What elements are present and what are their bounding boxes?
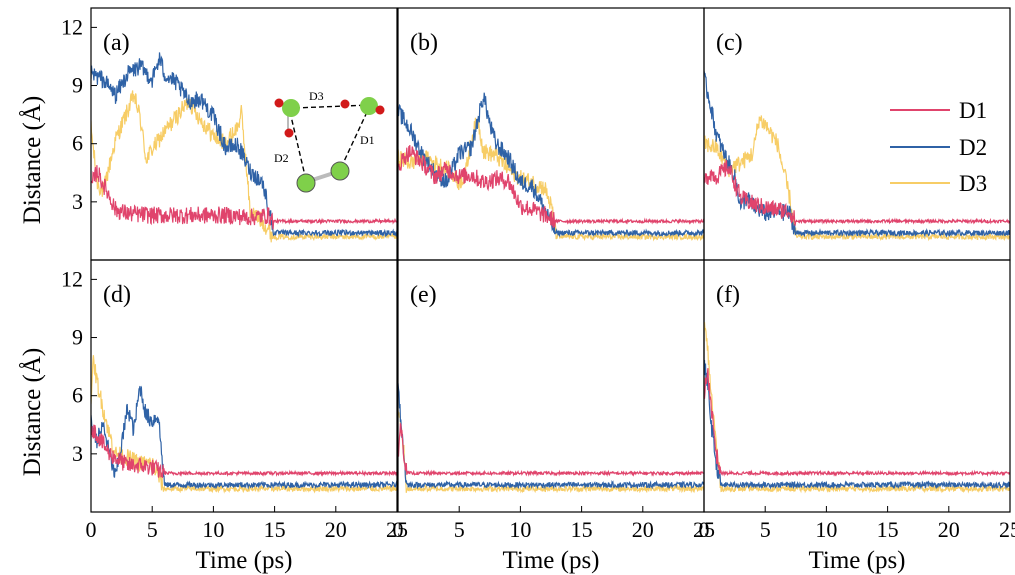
panel-label: (d) [103, 282, 131, 308]
inset-atom-red-1 [274, 98, 284, 108]
x-axis-title: Time (ps) [808, 547, 905, 574]
panel-frame [703, 7, 1011, 261]
series-d3-line [704, 322, 1010, 494]
panel-b: (b) [397, 7, 705, 261]
panel-a: (a) 3 6 9 12 [61, 7, 398, 261]
y-tick-label: 3 [72, 441, 83, 466]
panel-frame [703, 259, 1011, 513]
series-d3-line [398, 117, 704, 242]
x-tick-label: 15 [571, 517, 593, 542]
series-d2-line [91, 385, 397, 490]
panel-label: (a) [103, 30, 130, 56]
x-tick-label: 5 [454, 517, 465, 542]
x-tick-label: 0 [393, 517, 404, 542]
panel-label: (b) [410, 30, 438, 56]
x-tick-label: 5 [760, 517, 771, 542]
series-d1-line [704, 160, 1010, 226]
x-tick-label: 15 [877, 517, 899, 542]
inset-bond-d3 [294, 104, 371, 109]
x-tick-label: 10 [509, 517, 531, 542]
series-d1-line [704, 368, 1010, 477]
x-tick-label: 25 [999, 517, 1015, 542]
y-tick-label: 3 [72, 189, 83, 214]
y-tick-label: 6 [72, 383, 83, 408]
inset-bond-d2 [289, 111, 307, 181]
inset-atom-red-2 [284, 128, 294, 138]
y-tick-label: 9 [72, 325, 83, 350]
x-tick-label: 5 [147, 517, 158, 542]
panel-label: (f) [716, 282, 740, 308]
panel-frame [90, 259, 398, 513]
panels-group: (a) 3 6 9 12 (b) (c) (d) 3 6 9 12 0 5 10 15 20 25 Time (ps… [61, 7, 1015, 574]
legend-label-d2: D2 [959, 135, 987, 160]
inset-bond-d1 [339, 111, 368, 171]
x-tick-label: 10 [202, 517, 224, 542]
legend-label-d1: D1 [959, 98, 987, 123]
inset-label-d3: D3 [309, 89, 324, 103]
series-d3-line [704, 115, 1010, 242]
series-d3-line [91, 355, 397, 494]
x-tick-label: 20 [938, 517, 960, 542]
y-axis-title-top: Distance (Å) [19, 96, 46, 224]
legend: D1 D2 D3 [890, 98, 987, 196]
series-d3-line [91, 90, 397, 243]
x-tick-label: 25 [386, 517, 408, 542]
x-tick-label: 0 [86, 517, 97, 542]
panel-e: (e) 0 5 10 15 20 25 Time (ps) [393, 259, 715, 574]
legend-label-d3: D3 [959, 171, 987, 196]
y-tick-label: 12 [61, 14, 83, 39]
x-tick-label: 10 [815, 517, 837, 542]
inset-atom-green-1 [282, 99, 300, 117]
y-tick-label: 6 [72, 131, 83, 156]
panel-d: (d) 3 6 9 12 0 5 10 15 20 25 Time (ps) [61, 259, 408, 574]
inset-atom-green-4 [330, 161, 350, 181]
x-tick-label: 20 [632, 517, 654, 542]
inset-atom-green-2 [360, 97, 378, 115]
panel-f: (f) 0 5 10 15 20 25 Time (ps) [699, 259, 1015, 574]
y-tick-label: 12 [61, 266, 83, 291]
x-axis-title: Time (ps) [195, 547, 292, 574]
series-d1-line [398, 144, 704, 228]
series-d2-line [704, 359, 1010, 490]
series-d2-line [91, 52, 397, 238]
molecule-inset: D3 D2 D1 [274, 89, 385, 193]
panel-c: (c) [703, 7, 1011, 261]
inset-atom-green-3 [296, 173, 316, 193]
inset-label-d1: D1 [360, 133, 375, 147]
x-tick-label: 25 [693, 517, 715, 542]
x-tick-label: 0 [699, 517, 710, 542]
panel-label: (c) [716, 30, 743, 56]
series-d1-line [91, 424, 397, 478]
y-axis-title-bottom: Distance (Å) [19, 348, 46, 476]
x-tick-label: 15 [264, 517, 286, 542]
series-d2-line [398, 383, 704, 490]
series-d3-line [398, 410, 704, 494]
x-tick-label: 20 [325, 517, 347, 542]
x-axis-title: Time (ps) [502, 547, 599, 574]
inset-atom-red-4 [375, 105, 385, 115]
inset-label-d2: D2 [274, 151, 289, 165]
series-d1-line [398, 423, 704, 477]
inset-atom-red-3 [340, 99, 350, 109]
panel-label: (e) [410, 282, 437, 308]
series-d1-line [91, 165, 397, 230]
y-tick-label: 9 [72, 73, 83, 98]
